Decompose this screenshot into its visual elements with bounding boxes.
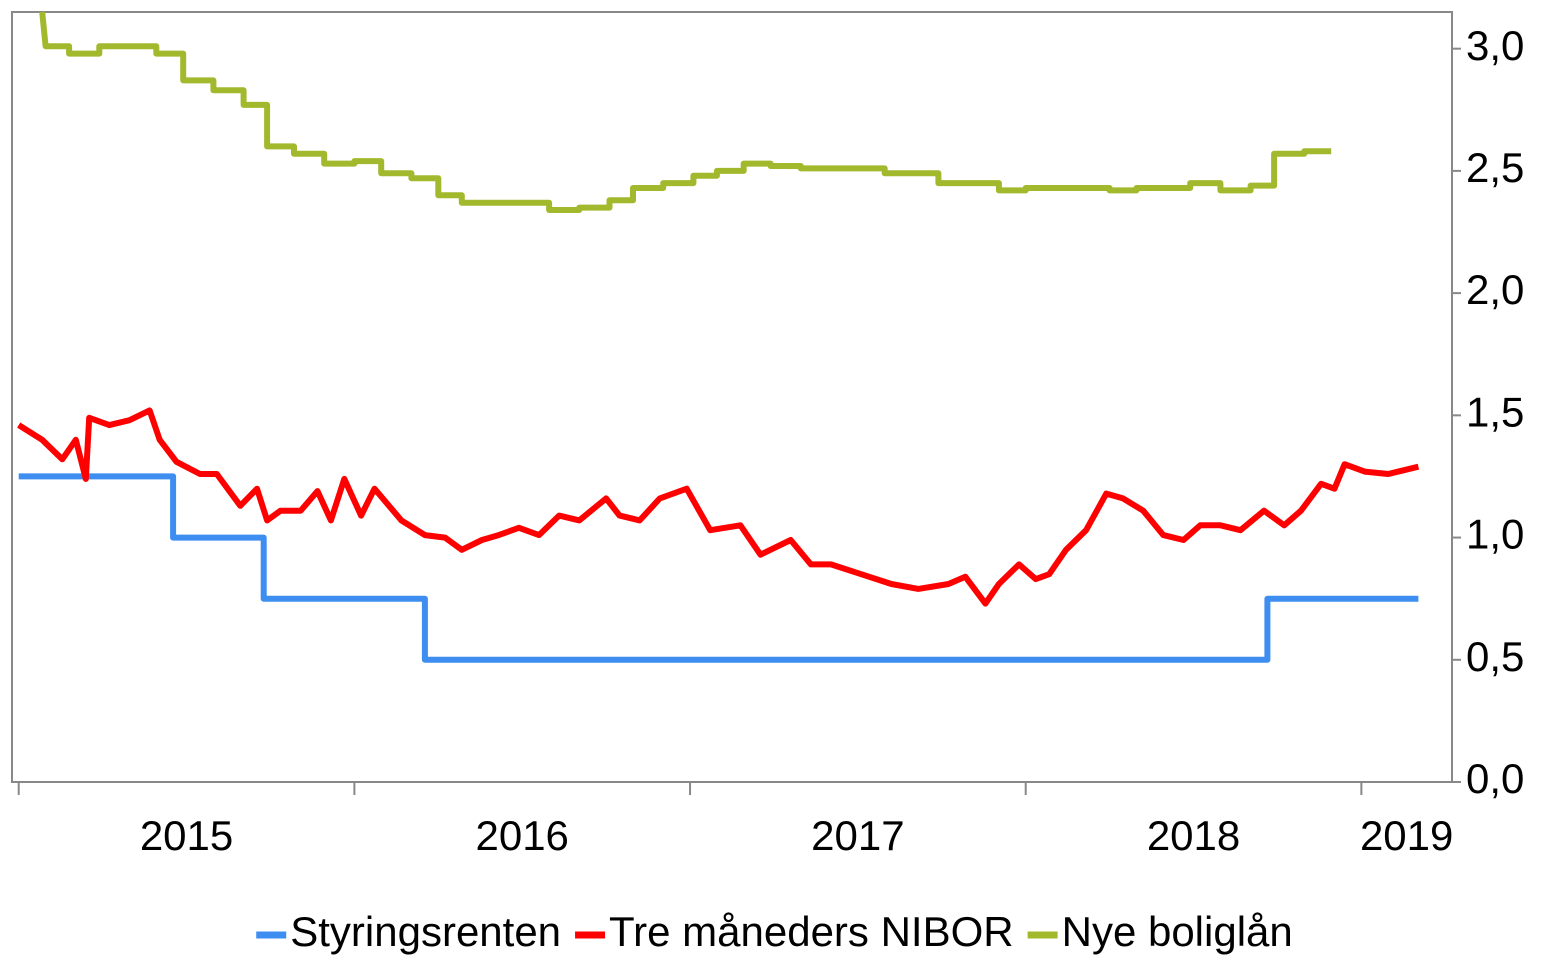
- y-tick-label: 3,0: [1466, 22, 1524, 69]
- y-tick-label: 0,0: [1466, 755, 1524, 802]
- series-line: [39, 11, 1332, 213]
- y-tick-label: 0,5: [1466, 633, 1524, 680]
- y-tick-label: 1,0: [1466, 511, 1524, 558]
- legend-label: Styringsrenten: [290, 908, 561, 955]
- series-line: [17, 407, 1420, 607]
- x-tick-label: 2017: [811, 812, 904, 859]
- plot-frame: [11, 11, 1453, 783]
- x-tick-label: 2015: [140, 812, 233, 859]
- legend-label: Nye boliglån: [1062, 908, 1293, 955]
- x-tick-label: 2019: [1360, 812, 1453, 859]
- series-line: [18, 473, 1419, 663]
- legend-label: Tre måneders NIBOR: [609, 908, 1014, 955]
- x-tick-label: 2016: [475, 812, 568, 859]
- y-tick-label: 2,0: [1466, 266, 1524, 313]
- y-tick-label: 2,5: [1466, 144, 1524, 191]
- y-tick-label: 1,5: [1466, 388, 1524, 435]
- x-tick-label: 2018: [1147, 812, 1240, 859]
